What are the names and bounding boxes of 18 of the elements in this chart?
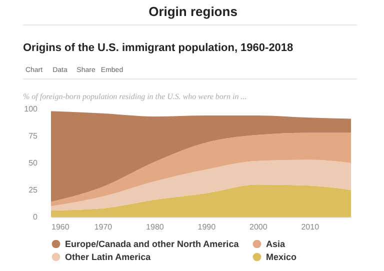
x-tick-label: 1960	[52, 222, 70, 232]
x-tick-label: 1980	[146, 222, 164, 232]
legend-label: Mexico	[266, 252, 298, 262]
legend-label: Asia	[266, 239, 286, 249]
y-tick-label: 0	[33, 212, 38, 222]
x-tick-label: 2000	[250, 222, 268, 232]
chart-title: Origins of the U.S. immigrant population, 1960-2018	[23, 42, 294, 54]
legend-label: Other Latin America	[65, 252, 152, 262]
y-tick-label: 75	[28, 132, 38, 140]
text: Origin regions	[148, 4, 238, 19]
y-tick-label: 50	[28, 158, 38, 168]
y-tick-label: 100	[24, 104, 38, 114]
y-axis-title: % of foreign-born population residing in the U.S. who were born in ...	[23, 92, 247, 101]
y-tick-label: 25	[28, 186, 38, 194]
x-tick-label: 1970	[94, 222, 113, 232]
x-tick-label: 1990	[198, 222, 216, 232]
legend-label: Europe/Canada and other North America	[65, 239, 240, 249]
x-tick-label: 2010	[301, 222, 320, 232]
